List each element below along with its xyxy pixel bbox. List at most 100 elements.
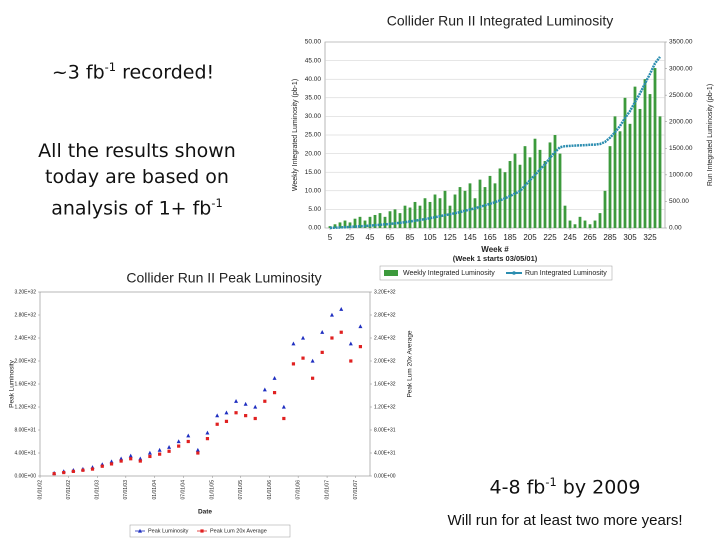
bar — [603, 190, 607, 228]
point — [167, 445, 172, 449]
legend-label: Peak Lum 20x Average — [210, 528, 267, 534]
bar — [573, 224, 577, 228]
point — [148, 454, 152, 459]
y-tick-label: 2.80E+32 — [14, 312, 36, 318]
x-tick-label: 07/01/02 — [66, 480, 72, 500]
point — [186, 433, 191, 438]
note: 4-8 fb-1 by 2009 — [460, 475, 670, 498]
y2-tick-label: 3000.00 — [669, 65, 693, 72]
note-text: Will run for at least two more years! — [447, 512, 683, 529]
point — [167, 449, 171, 453]
x-tick-label: 07/01/04 — [181, 480, 187, 500]
bar — [543, 161, 547, 228]
legend-label: Weekly Integrated Luminosity — [403, 270, 495, 277]
point — [196, 451, 200, 455]
point — [291, 362, 296, 366]
bar — [633, 86, 637, 228]
y2-tick-label: 500.00 — [669, 198, 689, 205]
y-tick-label: 5.00 — [308, 206, 321, 213]
y2-tick-label: 1.20E+32 — [374, 404, 396, 410]
y-tick-label: 25.00 — [305, 132, 322, 139]
point — [128, 453, 133, 458]
point — [234, 411, 238, 415]
note: Will run for at least two more years! — [410, 512, 720, 529]
y2-tick-label: 4.00E+31 — [374, 450, 396, 456]
y-tick-label: 8.00E+31 — [14, 427, 36, 433]
bar — [368, 216, 372, 228]
bar — [338, 222, 342, 228]
point — [282, 416, 286, 421]
x-tick-label: 125 — [443, 233, 457, 242]
bar — [443, 190, 447, 228]
y-tick-label: 0.00 — [308, 225, 321, 232]
point — [215, 413, 220, 418]
x-tick-label: 105 — [423, 233, 437, 242]
point — [320, 350, 324, 354]
bar — [433, 194, 437, 228]
point — [281, 404, 286, 409]
legend-label: Run Integrated Luminosity — [525, 270, 607, 277]
x-tick-label: 01/01/02 — [37, 480, 43, 500]
point — [157, 447, 162, 452]
legend-marker — [200, 529, 204, 533]
bar — [648, 94, 652, 228]
y-tick-label: 40.00 — [305, 76, 322, 83]
point — [71, 469, 75, 473]
y-tick-label: 50.00 — [305, 39, 322, 46]
x-tick-label: 07/01/03 — [123, 480, 129, 500]
bar — [563, 205, 567, 228]
y2-tick-label: 0.00E+00 — [374, 473, 396, 479]
point — [301, 356, 305, 360]
bar — [523, 146, 527, 228]
x-tick-label: 245 — [563, 233, 577, 242]
bar — [463, 190, 467, 228]
bar — [413, 201, 417, 228]
point — [90, 467, 95, 471]
bar — [423, 198, 427, 228]
y2-tick-label: 2.80E+32 — [374, 312, 396, 318]
point — [100, 464, 104, 468]
bar — [383, 216, 387, 228]
bar — [628, 123, 632, 228]
bar — [538, 149, 542, 228]
x-axis-title: Week # — [481, 245, 509, 254]
bar — [498, 168, 502, 228]
y2-tick-label: 2500.00 — [669, 92, 693, 99]
bar — [493, 183, 497, 228]
point — [224, 419, 229, 423]
x-tick-label: 01/01/04 — [152, 480, 158, 500]
point — [138, 459, 142, 463]
bar — [638, 108, 642, 228]
bar — [643, 79, 647, 228]
point — [195, 447, 200, 452]
point — [291, 341, 296, 346]
bar — [548, 142, 552, 228]
y-tick-label: 1.60E+32 — [14, 381, 36, 387]
bar — [373, 214, 377, 228]
bar — [608, 146, 612, 228]
line — [329, 56, 661, 230]
bar — [363, 220, 367, 228]
legend-label: Peak Luminosity — [148, 528, 189, 534]
x-tick-label: 5 — [328, 233, 333, 242]
point — [81, 468, 85, 472]
y-tick-label: 0.00E+00 — [14, 473, 36, 479]
note-text: by 2009 — [556, 476, 641, 499]
point — [177, 444, 181, 448]
note: All the results shown today are based on… — [22, 138, 252, 221]
bar — [658, 116, 662, 228]
x-tick-label: 01/01/06 — [267, 480, 273, 500]
point — [348, 341, 353, 346]
y2-tick-label: 1.60E+32 — [374, 381, 396, 387]
bar — [558, 153, 562, 228]
bar — [588, 224, 592, 228]
point — [215, 422, 219, 426]
point — [311, 376, 315, 380]
point — [339, 307, 344, 311]
point — [358, 324, 363, 329]
point — [329, 312, 334, 317]
point — [224, 410, 229, 415]
point — [52, 472, 56, 476]
point — [349, 359, 353, 363]
bar — [513, 153, 517, 228]
